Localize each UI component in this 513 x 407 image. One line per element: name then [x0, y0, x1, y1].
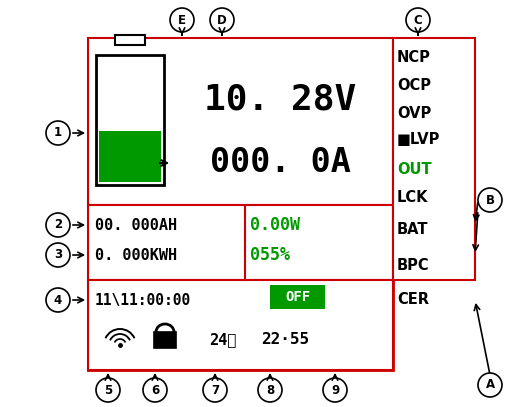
Bar: [154, 332, 176, 348]
Text: 5: 5: [104, 383, 112, 396]
Text: OCP: OCP: [397, 77, 431, 92]
Bar: [270, 285, 325, 309]
Bar: [88, 38, 393, 205]
Text: 8: 8: [266, 383, 274, 396]
Bar: [88, 205, 393, 280]
Text: BAT: BAT: [397, 223, 428, 238]
Text: 11\11:00:00: 11\11:00:00: [95, 293, 191, 308]
Text: 22·55: 22·55: [261, 333, 309, 348]
Text: 2: 2: [54, 219, 62, 232]
Text: 24℃: 24℃: [209, 333, 236, 348]
Text: 10. 28V: 10. 28V: [204, 83, 356, 117]
Text: BPC: BPC: [397, 258, 429, 273]
Text: A: A: [485, 379, 495, 392]
Text: 6: 6: [151, 383, 159, 396]
Text: 4: 4: [54, 293, 62, 306]
Bar: [88, 280, 393, 370]
Text: 0. 000KWH: 0. 000KWH: [95, 247, 177, 263]
Text: D: D: [217, 13, 227, 26]
Text: 7: 7: [211, 383, 219, 396]
Text: 3: 3: [54, 249, 62, 262]
Text: OVP: OVP: [397, 105, 431, 120]
Text: ■LVP: ■LVP: [397, 133, 440, 147]
Bar: [99, 131, 161, 182]
Text: 00. 000AH: 00. 000AH: [95, 217, 177, 232]
Text: LCK: LCK: [397, 190, 428, 206]
Text: E: E: [178, 13, 186, 26]
Bar: [88, 38, 393, 370]
Text: NCP: NCP: [397, 50, 431, 66]
Text: 0.00W: 0.00W: [250, 216, 300, 234]
Text: C: C: [413, 13, 422, 26]
Text: CER: CER: [397, 293, 429, 308]
Text: 1: 1: [54, 127, 62, 140]
Text: OUT: OUT: [397, 162, 431, 177]
Text: 9: 9: [331, 383, 339, 396]
Text: OFF: OFF: [285, 290, 310, 304]
Bar: [115, 35, 145, 45]
Text: 055%: 055%: [250, 246, 290, 264]
Bar: [393, 38, 475, 280]
Bar: [96, 55, 164, 185]
Text: B: B: [485, 193, 495, 206]
Text: 000. 0A: 000. 0A: [210, 147, 350, 179]
